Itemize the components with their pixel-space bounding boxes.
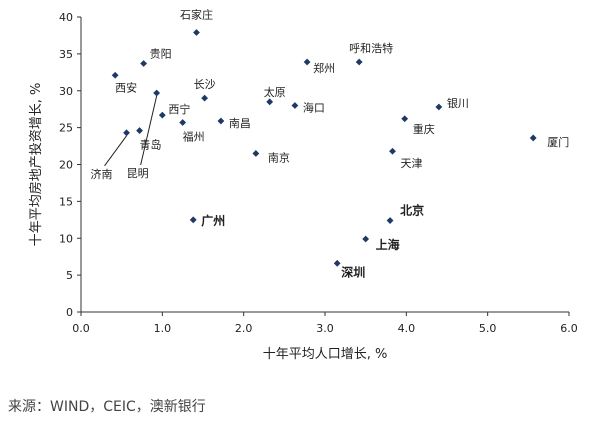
data-point [266,98,274,106]
data-point [291,102,299,109]
data-point [252,150,260,157]
point-label: 北京 [400,203,424,218]
y-tick-label: 0 [66,306,73,319]
point-label: 厦门 [547,135,569,149]
data-point [158,111,166,119]
data-point [333,259,341,267]
data-point [401,115,409,123]
point-label: 上海 [376,237,400,252]
source-note: 来源：WIND，CEIC，澳新银行 [8,399,206,415]
data-point [179,119,187,126]
data-point [189,216,197,224]
y-tick-label: 20 [59,159,73,172]
point-label: 郑州 [313,61,335,75]
y-tick-label: 10 [59,232,73,245]
data-point [123,129,130,137]
point-label: 天津 [401,157,423,170]
data-point [111,71,119,79]
data-point [303,58,311,66]
x-axis-title: 十年平均人口增长, % [263,347,388,362]
point-label: 银川 [447,96,469,110]
x-tick-label: 3.0 [316,322,334,335]
x-tick-label: 2.0 [235,322,253,335]
point-label: 西宁 [168,102,190,116]
data-point [389,147,396,155]
point-label: 南京 [268,150,290,164]
point-label: 长沙 [194,78,216,91]
point-label: 福州 [183,129,205,143]
point-label: 贵阳 [150,47,172,60]
x-tick-label: 1.0 [154,322,172,335]
point-label: 呼和浩特 [349,41,393,55]
label-leader-line [140,95,158,166]
point-label: 深圳 [341,264,365,279]
x-tick-label: 6.0 [560,322,578,335]
x-tick-label: 5.0 [479,322,497,335]
point-label: 重庆 [413,122,435,136]
y-tick-label: 5 [66,269,73,282]
data-point [386,217,394,224]
point-label: 石家庄 [180,7,213,21]
data-point [435,103,443,111]
data-point [193,29,200,36]
y-tick-label: 40 [59,11,73,24]
point-label: 南昌 [229,117,251,130]
point-label: 西安 [115,80,137,94]
point-label: 广州 [201,213,225,228]
x-tick-label: 4.0 [398,322,416,335]
y-tick-label: 25 [59,122,73,135]
point-label: 济南 [91,167,113,181]
data-point [201,94,209,102]
data-point [355,58,363,66]
y-tick-label: 35 [59,48,73,61]
point-label: 昆明 [127,167,149,180]
point-label: 海口 [303,101,325,115]
data-point [529,134,537,142]
point-label: 青岛 [140,138,162,152]
data-point [136,127,143,134]
y-tick-label: 15 [59,195,73,208]
data-point [153,89,161,97]
x-tick-label: 0.0 [72,322,90,335]
label-leader-line [104,135,127,167]
data-point [217,117,225,125]
data-point [362,235,370,243]
point-label: 太原 [264,86,286,99]
y-axis-title: 十年平均房地产投资增长, % [28,83,44,247]
data-point [140,60,148,67]
y-tick-label: 30 [59,85,73,98]
